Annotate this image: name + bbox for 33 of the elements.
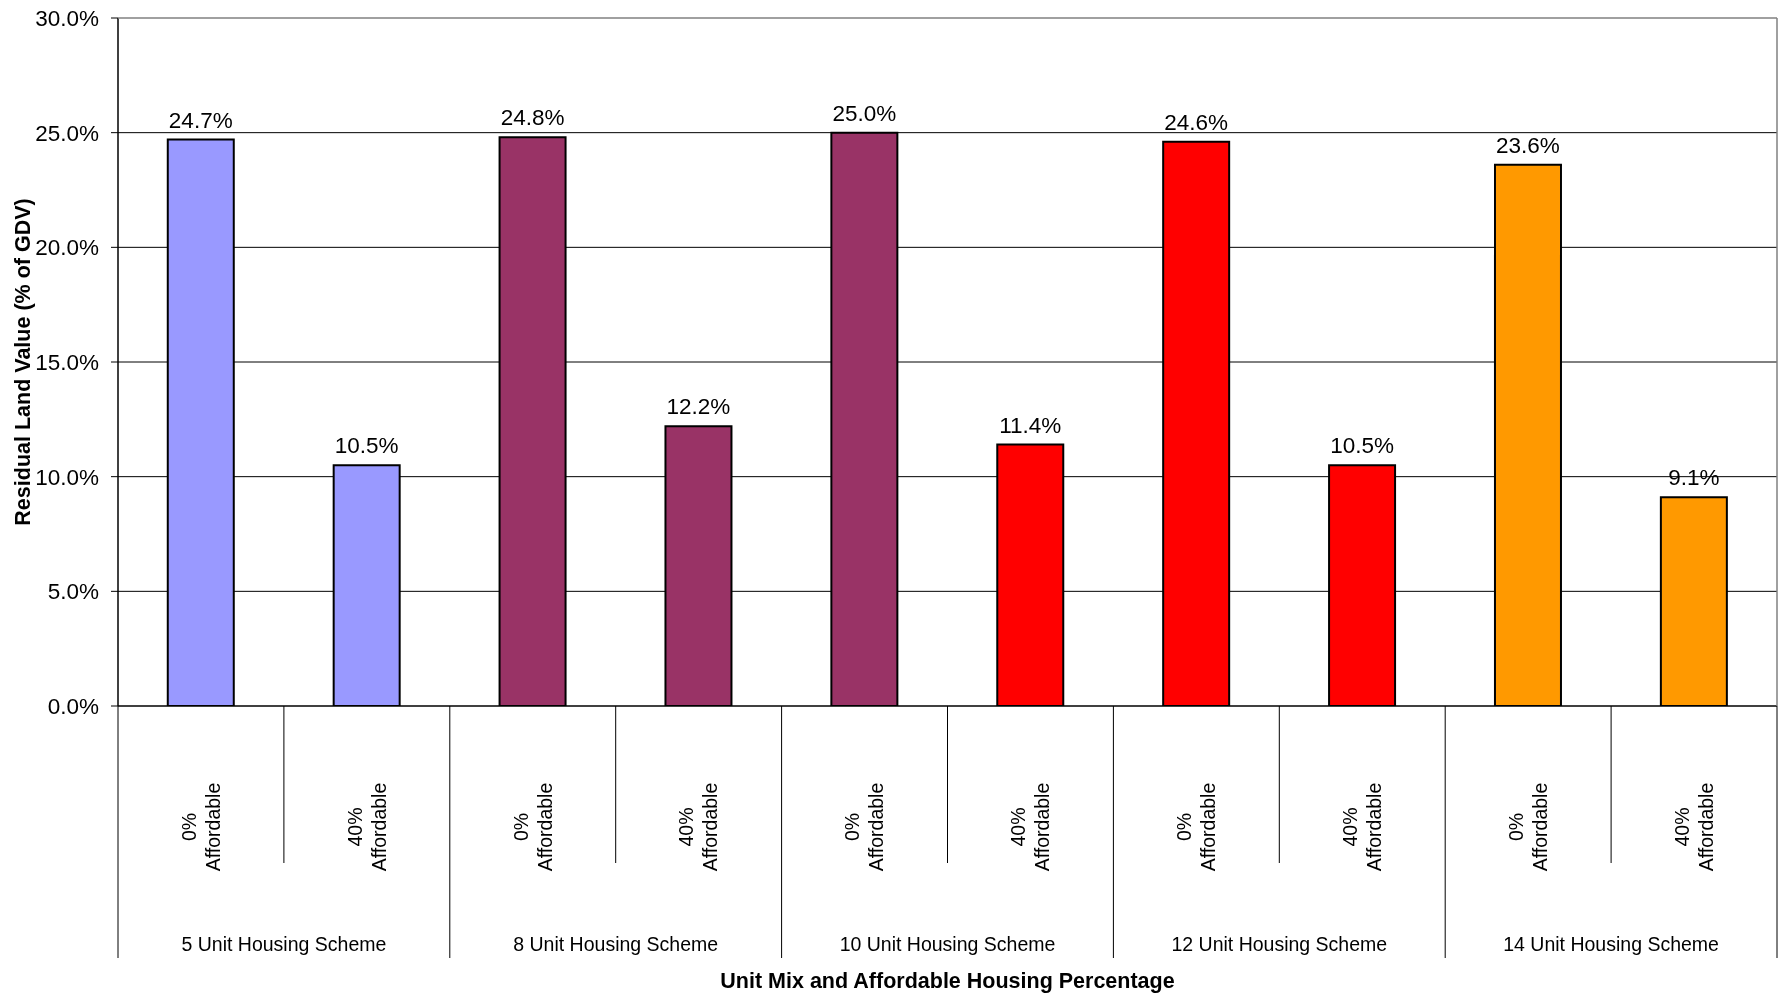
y-tick-label: 10.0% xyxy=(35,464,99,490)
data-label: 10.5% xyxy=(334,433,399,459)
text: 8 Unit Housing Scheme xyxy=(513,933,719,955)
data-label: 24.7% xyxy=(168,107,233,133)
y-tick-label: 25.0% xyxy=(35,120,99,146)
x-axis-title: Unit Mix and Affordable Housing Percentage xyxy=(720,969,1175,993)
y-tick-label: 20.0% xyxy=(35,235,99,261)
y-tick-label: 30.0% xyxy=(35,5,99,31)
x-tick-label: 0% Affordable xyxy=(1504,782,1551,872)
data-label: 11.4% xyxy=(999,412,1062,438)
y-tick-label: 15.0% xyxy=(35,349,99,375)
x-tick-label: 40% Affordable xyxy=(1670,782,1717,872)
x-tick-label: 40% Affordable xyxy=(1339,782,1386,872)
x-tick-label: 0% Affordable xyxy=(1173,782,1220,872)
text: 12 Unit Housing Scheme xyxy=(1171,933,1388,955)
x-tick-label: 0% Affordable xyxy=(509,782,556,872)
data-label: 10.5% xyxy=(1330,433,1394,459)
text: 14 Unit Housing Scheme xyxy=(1503,933,1719,955)
y-axis-title: Residual Land Value (% of GDV) xyxy=(11,198,35,526)
data-label: 24.8% xyxy=(500,105,565,131)
y-tick-label: 0.0% xyxy=(47,693,99,719)
data-label: 24.6% xyxy=(1164,109,1229,135)
data-label: 12.2% xyxy=(666,394,731,420)
y-tick-label: 5.0% xyxy=(47,579,99,605)
text: 10 Unit Housing Scheme xyxy=(839,933,1056,955)
x-tick-label: 40% Affordable xyxy=(1007,782,1054,872)
x-tick-label: 0% Affordable xyxy=(177,782,224,872)
text: 5 Unit Housing Scheme xyxy=(181,933,387,955)
x-tick-label: 40% Affordable xyxy=(675,782,722,872)
data-label: 23.6% xyxy=(1496,132,1560,158)
x-tick-label: 0% Affordable xyxy=(841,782,888,872)
data-label: 25.0% xyxy=(832,100,897,126)
x-tick-label: 40% Affordable xyxy=(343,782,390,872)
